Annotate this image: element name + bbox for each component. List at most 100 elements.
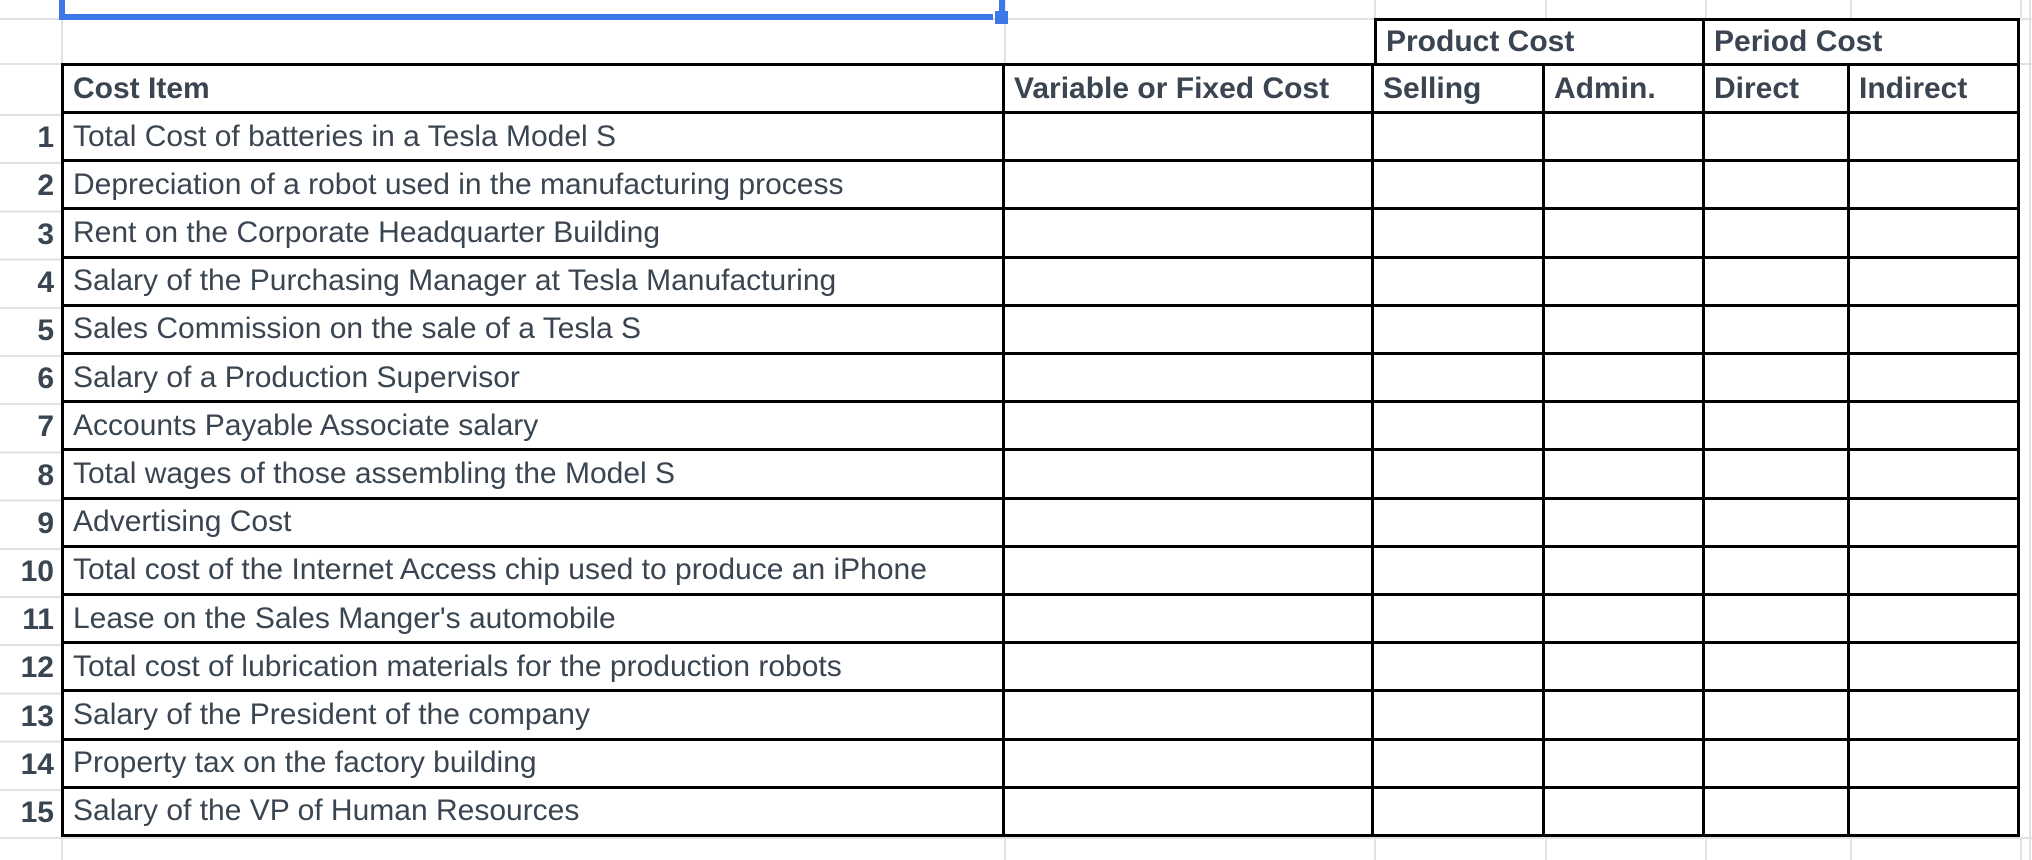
direct-cell[interactable] [1705, 740, 1850, 789]
variable-or-fixed-cell[interactable] [1005, 114, 1374, 163]
selling-cell[interactable] [1374, 306, 1545, 356]
direct-cell[interactable] [1705, 596, 1850, 645]
column-header-cost-item[interactable]: Cost Item [61, 63, 1005, 114]
direct-cell[interactable] [1705, 355, 1850, 404]
row-number-cell[interactable]: 7 [37, 410, 54, 444]
cost-item-cell[interactable]: Total Cost of batteries in a Tesla Model… [61, 114, 1005, 163]
row-number-cell[interactable]: 3 [37, 217, 54, 251]
cost-item-cell[interactable]: Sales Commission on the sale of a Tesla … [61, 306, 1005, 356]
selling-cell[interactable] [1374, 499, 1545, 548]
admin-cell[interactable] [1545, 114, 1705, 163]
admin-cell[interactable] [1545, 210, 1705, 259]
direct-cell[interactable] [1705, 547, 1850, 597]
column-header-direct[interactable]: Direct [1705, 63, 1850, 114]
indirect-cell[interactable] [1850, 499, 2020, 548]
indirect-cell[interactable] [1850, 114, 2020, 163]
admin-cell[interactable] [1545, 788, 1705, 838]
indirect-cell[interactable] [1850, 403, 2020, 452]
direct-cell[interactable] [1705, 692, 1850, 741]
direct-cell[interactable] [1705, 451, 1850, 500]
variable-or-fixed-cell[interactable] [1005, 547, 1374, 597]
group-header-period-cost[interactable]: Period Cost [1705, 18, 2020, 66]
cost-item-cell[interactable]: Salary of the Purchasing Manager at Tesl… [61, 258, 1005, 307]
direct-cell[interactable] [1705, 114, 1850, 163]
selling-cell[interactable] [1374, 740, 1545, 789]
direct-cell[interactable] [1705, 306, 1850, 356]
admin-cell[interactable] [1545, 499, 1705, 548]
row-number-cell[interactable]: 11 [22, 603, 54, 637]
variable-or-fixed-cell[interactable] [1005, 210, 1374, 259]
selling-cell[interactable] [1374, 355, 1545, 404]
selling-cell[interactable] [1374, 692, 1545, 741]
admin-cell[interactable] [1545, 740, 1705, 789]
selling-cell[interactable] [1374, 547, 1545, 597]
row-number-cell[interactable]: 6 [37, 362, 54, 396]
indirect-cell[interactable] [1850, 692, 2020, 741]
admin-cell[interactable] [1545, 451, 1705, 500]
cost-item-cell[interactable]: Salary of the President of the company [61, 692, 1005, 741]
variable-or-fixed-cell[interactable] [1005, 162, 1374, 211]
admin-cell[interactable] [1545, 596, 1705, 645]
column-header-indirect[interactable]: Indirect [1850, 63, 2020, 114]
direct-cell[interactable] [1705, 788, 1850, 838]
indirect-cell[interactable] [1850, 210, 2020, 259]
indirect-cell[interactable] [1850, 162, 2020, 211]
admin-cell[interactable] [1545, 403, 1705, 452]
variable-or-fixed-cell[interactable] [1005, 644, 1374, 693]
row-number-cell[interactable]: 8 [37, 458, 54, 492]
row-number-cell[interactable]: 2 [37, 169, 54, 203]
indirect-cell[interactable] [1850, 644, 2020, 693]
selling-cell[interactable] [1374, 788, 1545, 838]
selling-cell[interactable] [1374, 451, 1545, 500]
indirect-cell[interactable] [1850, 355, 2020, 404]
row-number-cell[interactable]: 4 [37, 265, 54, 299]
selling-cell[interactable] [1374, 162, 1545, 211]
admin-cell[interactable] [1545, 355, 1705, 404]
admin-cell[interactable] [1545, 306, 1705, 356]
direct-cell[interactable] [1705, 499, 1850, 548]
selling-cell[interactable] [1374, 596, 1545, 645]
row-number-cell[interactable] [0, 63, 61, 114]
indirect-cell[interactable] [1850, 740, 2020, 789]
direct-cell[interactable] [1705, 258, 1850, 307]
cost-item-cell[interactable]: Salary of the VP of Human Resources [61, 788, 1005, 838]
row-number-cell[interactable]: 1 [37, 121, 54, 155]
variable-or-fixed-cell[interactable] [1005, 306, 1374, 356]
admin-cell[interactable] [1545, 644, 1705, 693]
row-number-cell[interactable]: 15 [20, 795, 54, 829]
admin-cell[interactable] [1545, 692, 1705, 741]
selling-cell[interactable] [1374, 210, 1545, 259]
fill-handle[interactable] [995, 11, 1008, 24]
row-number-cell[interactable]: 5 [37, 313, 54, 347]
row-number-cell[interactable]: 14 [20, 747, 54, 781]
cost-item-cell[interactable]: Total cost of the Internet Access chip u… [61, 547, 1005, 597]
column-header-admin[interactable]: Admin. [1545, 63, 1705, 114]
selling-cell[interactable] [1374, 403, 1545, 452]
variable-or-fixed-cell[interactable] [1005, 451, 1374, 500]
cost-item-cell[interactable]: Property tax on the factory building [61, 740, 1005, 789]
column-header-variable-or-fixed[interactable]: Variable or Fixed Cost [1005, 63, 1374, 114]
cost-item-cell[interactable]: Depreciation of a robot used in the manu… [61, 162, 1005, 211]
group-header-product-cost[interactable]: Product Cost [1374, 18, 1705, 66]
variable-or-fixed-cell[interactable] [1005, 499, 1374, 548]
variable-or-fixed-cell[interactable] [1005, 355, 1374, 404]
direct-cell[interactable] [1705, 162, 1850, 211]
direct-cell[interactable] [1705, 210, 1850, 259]
row-number-cell[interactable]: 13 [20, 699, 54, 733]
indirect-cell[interactable] [1850, 547, 2020, 597]
cost-item-cell[interactable]: Total wages of those assembling the Mode… [61, 451, 1005, 500]
admin-cell[interactable] [1545, 162, 1705, 211]
indirect-cell[interactable] [1850, 306, 2020, 356]
admin-cell[interactable] [1545, 258, 1705, 307]
variable-or-fixed-cell[interactable] [1005, 403, 1374, 452]
cost-item-cell[interactable]: Accounts Payable Associate salary [61, 403, 1005, 452]
selling-cell[interactable] [1374, 114, 1545, 163]
variable-or-fixed-cell[interactable] [1005, 788, 1374, 838]
row-number-cell[interactable]: 12 [20, 651, 54, 685]
variable-or-fixed-cell[interactable] [1005, 740, 1374, 789]
indirect-cell[interactable] [1850, 258, 2020, 307]
cost-item-cell[interactable]: Salary of a Production Supervisor [61, 355, 1005, 404]
indirect-cell[interactable] [1850, 596, 2020, 645]
cost-item-cell[interactable]: Advertising Cost [61, 499, 1005, 548]
indirect-cell[interactable] [1850, 451, 2020, 500]
